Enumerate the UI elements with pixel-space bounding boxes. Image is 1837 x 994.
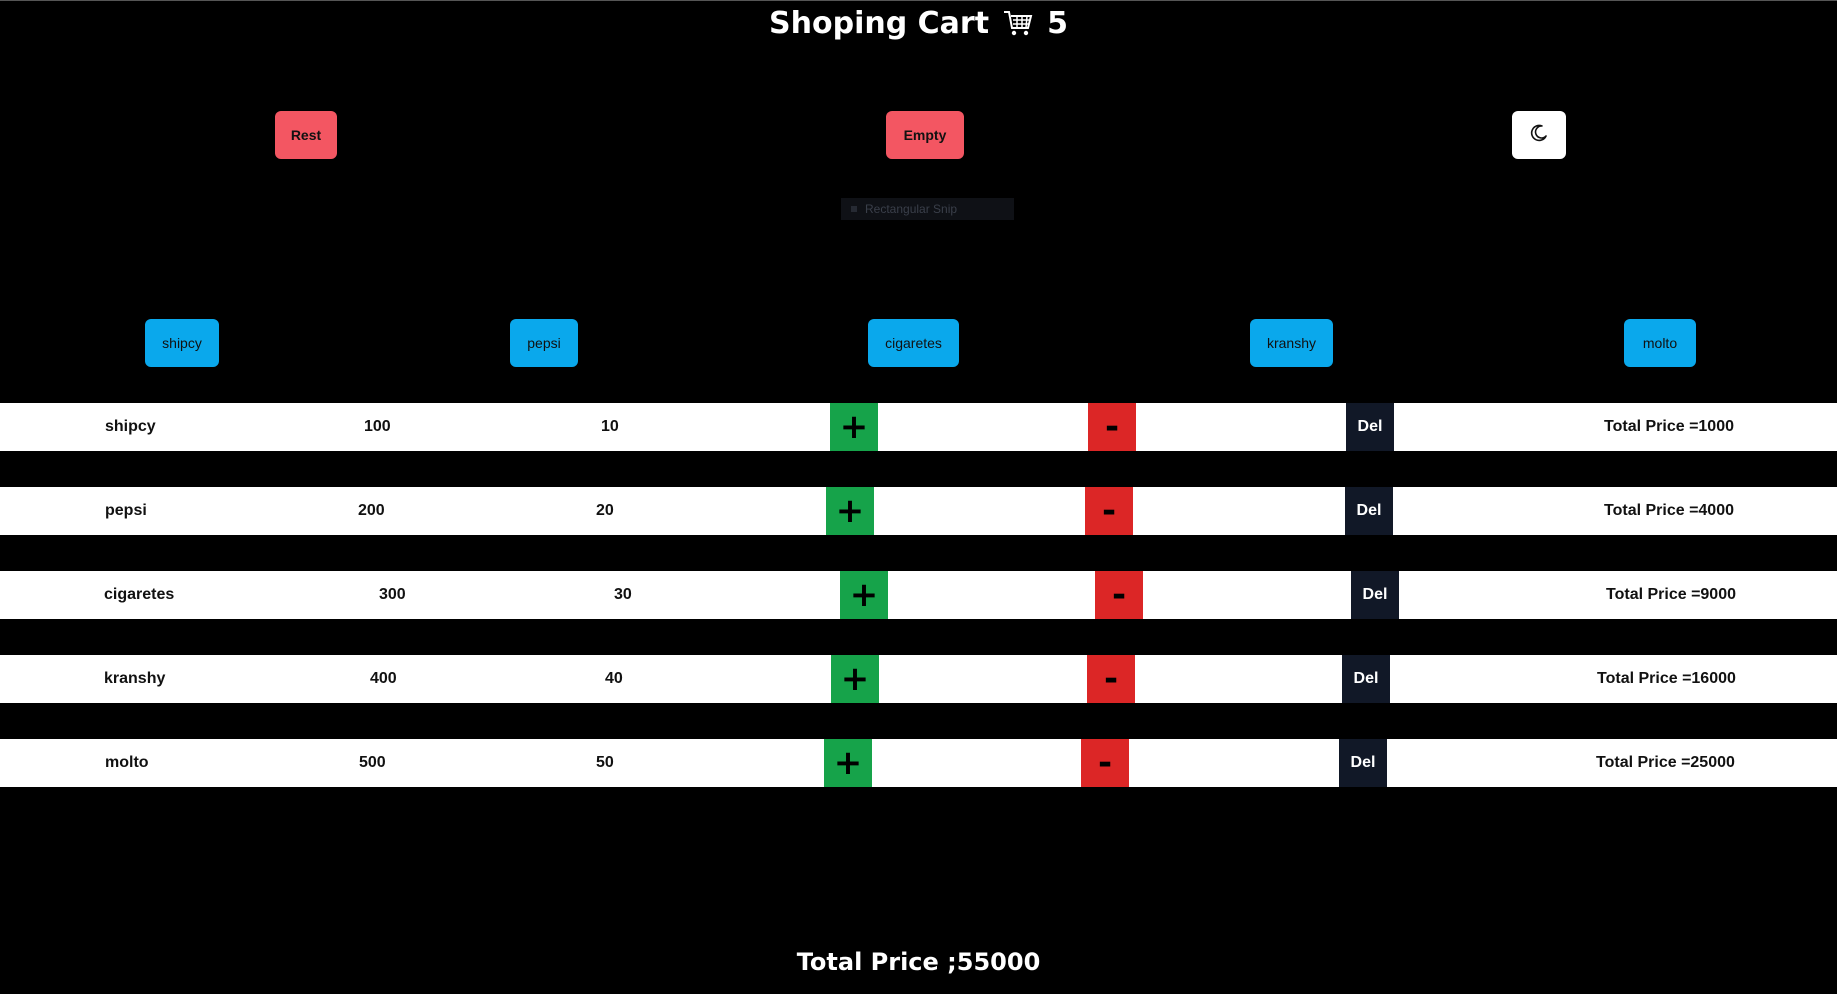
item-quantity: 30 [614, 586, 632, 603]
row-total-price: Total Price =4000 [1604, 502, 1734, 519]
row-total-price: Total Price =1000 [1604, 418, 1734, 435]
item-quantity: 20 [596, 502, 614, 519]
moon-icon [1529, 123, 1549, 148]
decrease-button[interactable]: - [1088, 403, 1136, 451]
theme-toggle-button[interactable] [1512, 111, 1566, 159]
product-button-kranshy[interactable]: kranshy [1250, 319, 1333, 367]
cart-count: 5 [1047, 5, 1068, 41]
product-button-shipcy[interactable]: shipcy [145, 319, 219, 367]
delete-button[interactable]: Del [1339, 739, 1387, 787]
page-header: Shoping Cart 5 [0, 2, 1837, 44]
decrease-button[interactable]: - [1085, 487, 1133, 535]
product-button-molto[interactable]: molto [1624, 319, 1696, 367]
page-title: Shoping Cart [769, 5, 990, 41]
item-price: 300 [379, 586, 406, 603]
snip-icon [851, 206, 857, 212]
item-quantity: 40 [605, 670, 623, 687]
table-row: cigaretes 300 30 + - Del Total Price =90… [0, 571, 1837, 619]
item-name: molto [105, 754, 149, 771]
rest-button[interactable]: Rest [275, 111, 337, 159]
table-row: shipcy 100 10 + - Del Total Price =1000 [0, 403, 1837, 451]
delete-button[interactable]: Del [1351, 571, 1399, 619]
row-total-price: Total Price =25000 [1596, 754, 1735, 771]
item-name: pepsi [105, 502, 147, 519]
delete-button[interactable]: Del [1346, 403, 1394, 451]
snip-overlay: Rectangular Snip [841, 198, 1014, 220]
item-price: 200 [358, 502, 385, 519]
snip-label: Rectangular Snip [865, 202, 958, 216]
item-name: shipcy [105, 418, 156, 435]
item-price: 100 [364, 418, 391, 435]
delete-button[interactable]: Del [1342, 655, 1390, 703]
decrease-button[interactable]: - [1081, 739, 1129, 787]
table-row: molto 500 50 + - Del Total Price =25000 [0, 739, 1837, 787]
empty-button[interactable]: Empty [886, 111, 964, 159]
delete-button[interactable]: Del [1345, 487, 1393, 535]
item-name: cigaretes [104, 586, 175, 603]
top-border [0, 0, 1837, 1]
grand-total: Total Price ;55000 [796, 948, 1041, 976]
table-row: kranshy 400 40 + - Del Total Price =1600… [0, 655, 1837, 703]
increase-button[interactable]: + [824, 739, 872, 787]
decrease-button[interactable]: - [1095, 571, 1143, 619]
increase-button[interactable]: + [830, 403, 878, 451]
decrease-button[interactable]: - [1087, 655, 1135, 703]
product-button-pepsi[interactable]: pepsi [510, 319, 578, 367]
increase-button[interactable]: + [840, 571, 888, 619]
cart-icon [1003, 9, 1033, 37]
item-name: kranshy [104, 670, 166, 687]
table-row: pepsi 200 20 + - Del Total Price =4000 [0, 487, 1837, 535]
row-total-price: Total Price =16000 [1597, 670, 1736, 687]
increase-button[interactable]: + [831, 655, 879, 703]
item-price: 400 [370, 670, 397, 687]
item-quantity: 50 [596, 754, 614, 771]
item-price: 500 [359, 754, 386, 771]
product-button-cigaretes[interactable]: cigaretes [868, 319, 959, 367]
increase-button[interactable]: + [826, 487, 874, 535]
row-total-price: Total Price =9000 [1606, 586, 1736, 603]
item-quantity: 10 [601, 418, 619, 435]
